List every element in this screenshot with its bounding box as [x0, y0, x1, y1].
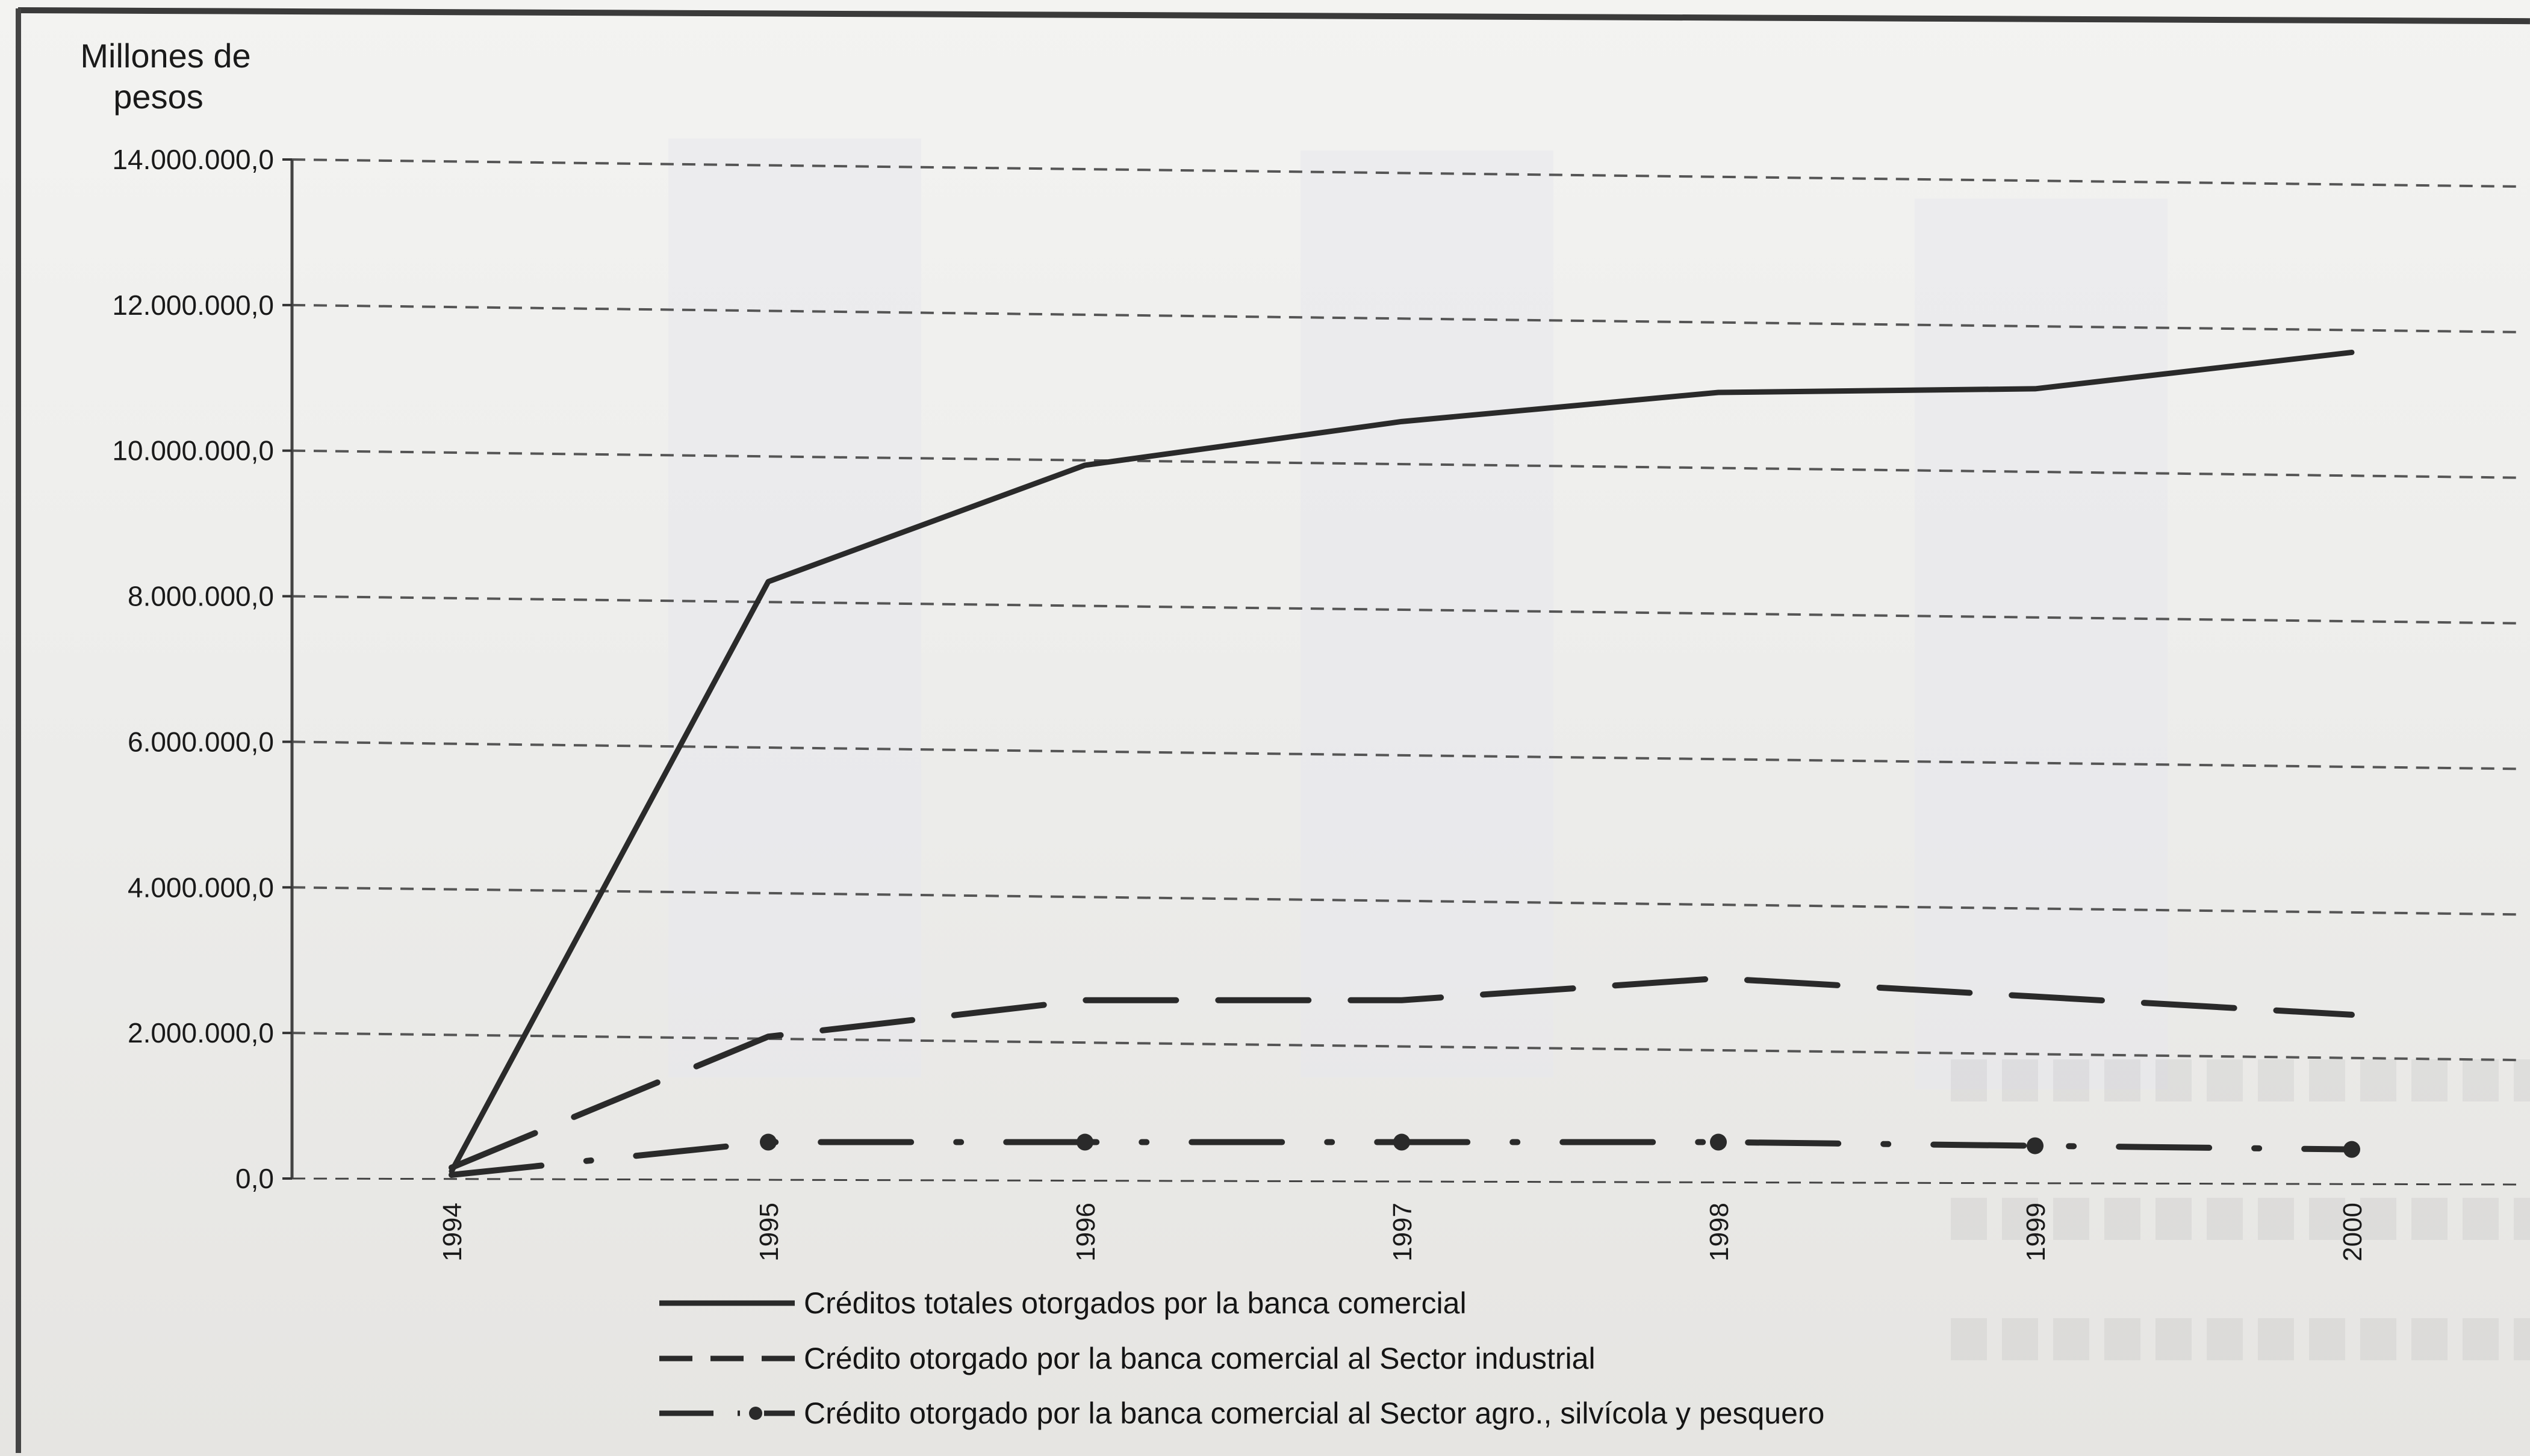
show-through-bar-3 — [1915, 199, 2168, 1089]
y-ticks: 0,0 2.000.000,0 4.000.000,0 6.000.000,0 8.00… — [112, 144, 292, 1194]
y-tick-label-4: 8.000.000,0 — [128, 581, 274, 612]
y-tick-label-6: 12.000.000,0 — [112, 290, 274, 321]
legend: Créditos totales otorgados por la banca … — [659, 1286, 1824, 1430]
series-3-marker-1995 — [760, 1133, 777, 1151]
y-axis-label-line-1: Millones de — [80, 37, 250, 75]
gridline-1 — [291, 1032, 2523, 1062]
y-axis-label-line-2: pesos — [113, 78, 203, 116]
x-ticks: 1994 1995 1996 1997 1998 1999 2000 — [438, 1203, 2367, 1262]
x-tick-label-2000: 2000 — [2338, 1203, 2367, 1262]
series-3-marker-1996 — [1077, 1133, 1093, 1151]
gridline-6 — [291, 303, 2523, 333]
legend-label-1: Créditos totales otorgados por la banca … — [804, 1286, 1467, 1320]
x-tick-label-1999: 1999 — [2021, 1203, 2051, 1262]
x-tick-label-1997: 1997 — [1388, 1203, 1417, 1262]
y-tick-label-7: 14.000.000,0 — [112, 144, 274, 175]
y-tick-label-0: 0,0 — [235, 1163, 274, 1194]
y-tick-label-3: 6.000.000,0 — [128, 726, 274, 757]
frame-left-border — [16, 8, 21, 1453]
show-through-text-1 — [1951, 1059, 2530, 1101]
gridline-4 — [291, 595, 2523, 625]
series-3-marker-1997 — [1393, 1133, 1410, 1151]
legend-label-2: Crédito otorgado por la banca comercial … — [804, 1342, 1596, 1375]
show-through-bar-2 — [1301, 150, 1553, 1077]
series-3-marker-1998 — [1710, 1133, 1727, 1151]
series-3-marker-1999 — [2027, 1137, 2044, 1154]
show-through-text-2 — [1951, 1198, 2530, 1240]
y-tick-label-2: 4.000.000,0 — [128, 872, 274, 903]
x-axis-line — [291, 1177, 2523, 1186]
y-tick-label-1: 2.000.000,0 — [128, 1017, 274, 1049]
gridline-3 — [291, 740, 2523, 770]
axes — [290, 160, 2523, 1186]
gridline-2 — [291, 886, 2523, 916]
x-tick-label-1994: 1994 — [438, 1203, 467, 1262]
gridlines — [291, 158, 2523, 1062]
series-3-marker-2000 — [2343, 1141, 2360, 1158]
show-through-text-3 — [1951, 1318, 2530, 1360]
gridline-7 — [291, 158, 2523, 188]
show-through-bar-1 — [668, 138, 921, 1077]
legend-label-3: Crédito otorgado por la banca comercial … — [804, 1396, 1824, 1430]
x-tick-label-1998: 1998 — [1705, 1203, 1734, 1262]
x-tick-label-1995: 1995 — [754, 1203, 784, 1262]
y-tick-label-5: 10.000.000,0 — [112, 435, 274, 466]
series-lines — [449, 349, 2360, 1178]
x-tick-label-1996: 1996 — [1071, 1203, 1101, 1262]
gridline-5 — [291, 449, 2523, 479]
legend-marker-3 — [749, 1407, 762, 1420]
